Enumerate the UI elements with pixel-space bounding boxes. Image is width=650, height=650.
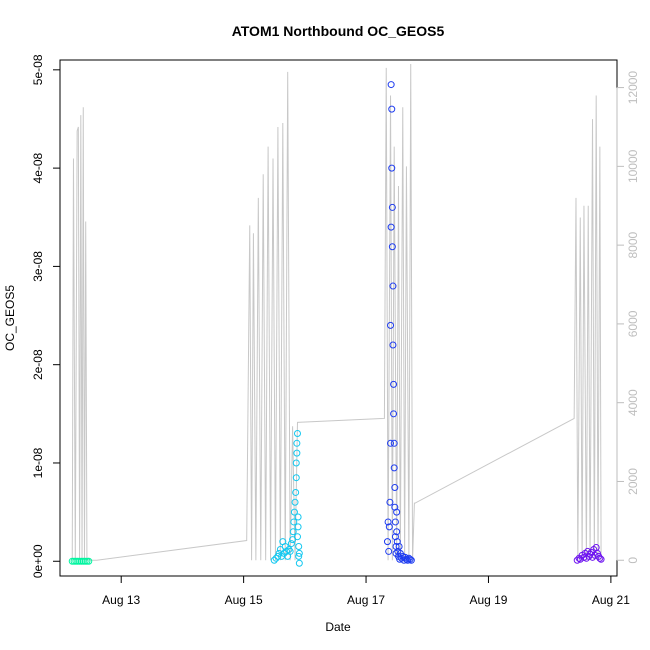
y-tick-label-right: 12000	[626, 71, 640, 105]
series-2	[270, 429, 303, 567]
plot-border	[59, 59, 618, 577]
x-tick-label: Aug 21	[592, 593, 630, 607]
data-point	[295, 549, 303, 557]
data-point	[291, 498, 299, 506]
x-tick-label: Aug 17	[347, 593, 385, 607]
x-axis-label: Date	[325, 620, 351, 634]
data-point	[393, 528, 401, 536]
data-point	[290, 518, 298, 526]
y-tick-label-right: 8000	[626, 231, 640, 258]
y-tick-label-left: 1e-08	[31, 447, 45, 478]
x-tick-label: Aug 13	[102, 593, 140, 607]
data-point	[389, 282, 397, 290]
y-tick-label-right: 10000	[626, 149, 640, 183]
y-tick-label-right: 4000	[626, 389, 640, 416]
data-point	[293, 439, 301, 447]
data-point	[386, 498, 394, 506]
data-point	[596, 554, 604, 562]
data-point	[290, 508, 298, 516]
data-point	[391, 484, 399, 492]
data-point	[390, 439, 398, 447]
data-point	[83, 557, 91, 565]
y-tick-label-left: 5e-08	[31, 54, 45, 85]
data-point	[387, 223, 395, 231]
data-point	[292, 474, 300, 482]
data-point	[293, 449, 301, 457]
data-point	[85, 557, 93, 565]
data-point	[393, 508, 401, 516]
data-point	[285, 545, 293, 553]
plot-area	[59, 59, 618, 577]
data-point	[293, 429, 301, 437]
data-point	[597, 555, 605, 563]
data-point	[387, 321, 395, 329]
data-point	[294, 523, 302, 531]
data-point	[289, 536, 297, 544]
data-point	[287, 540, 295, 548]
data-point	[383, 538, 391, 546]
y-tick-label-right: 6000	[626, 310, 640, 337]
x-tick-label: Aug 15	[225, 593, 263, 607]
data-point	[390, 464, 398, 472]
y-axis-left: 0e+00 1e-08 2e-08 3e-08 4e-08 5e-08	[31, 54, 61, 578]
data-point	[406, 555, 414, 563]
data-point	[388, 105, 396, 113]
chart-title: ATOM1 Northbound OC_GEOS5	[232, 23, 445, 39]
y-tick-label-right: 2000	[626, 468, 640, 495]
data-point	[395, 543, 403, 551]
data-point	[295, 559, 303, 567]
y-tick-label-right: 0	[626, 557, 640, 564]
x-tick-label: Aug 19	[469, 593, 507, 607]
data-point	[295, 543, 303, 551]
data-point	[388, 164, 396, 172]
data-point	[293, 533, 301, 541]
series-4	[573, 544, 605, 564]
data-point	[388, 203, 396, 211]
data-point	[385, 547, 393, 555]
data-point	[388, 243, 396, 251]
data-point	[387, 81, 395, 89]
series-1	[68, 557, 93, 565]
data-point	[292, 459, 300, 467]
y-tick-label-left: 4e-08	[31, 152, 45, 183]
data-point	[295, 552, 303, 560]
data-point	[573, 556, 581, 564]
y-tick-label-left: 0e+00	[31, 544, 45, 578]
data-point	[270, 556, 278, 564]
y-tick-label-left: 2e-08	[31, 349, 45, 380]
data-point	[292, 488, 300, 496]
secondary-series	[71, 63, 602, 562]
data-point	[390, 410, 398, 418]
data-point	[81, 557, 89, 565]
data-point	[384, 518, 392, 526]
data-point	[289, 528, 297, 536]
data-point	[286, 547, 294, 555]
scatter-points	[68, 81, 605, 567]
y-axis-label: OC_GEOS5	[3, 285, 17, 351]
data-point	[294, 513, 302, 521]
data-point	[387, 439, 395, 447]
series-3	[383, 81, 415, 564]
data-point	[391, 518, 399, 526]
y-axis-right: 0 2000 4000 6000 8000 10000 12000	[616, 71, 640, 564]
data-point	[390, 380, 398, 388]
data-point	[407, 556, 415, 564]
y-tick-label-left: 3e-08	[31, 251, 45, 282]
data-point	[389, 341, 397, 349]
data-point	[276, 545, 284, 553]
secondary-series-line	[71, 63, 602, 562]
data-point	[385, 523, 393, 531]
x-axis: Aug 13 Aug 15 Aug 17 Aug 19 Aug 21	[102, 575, 630, 607]
